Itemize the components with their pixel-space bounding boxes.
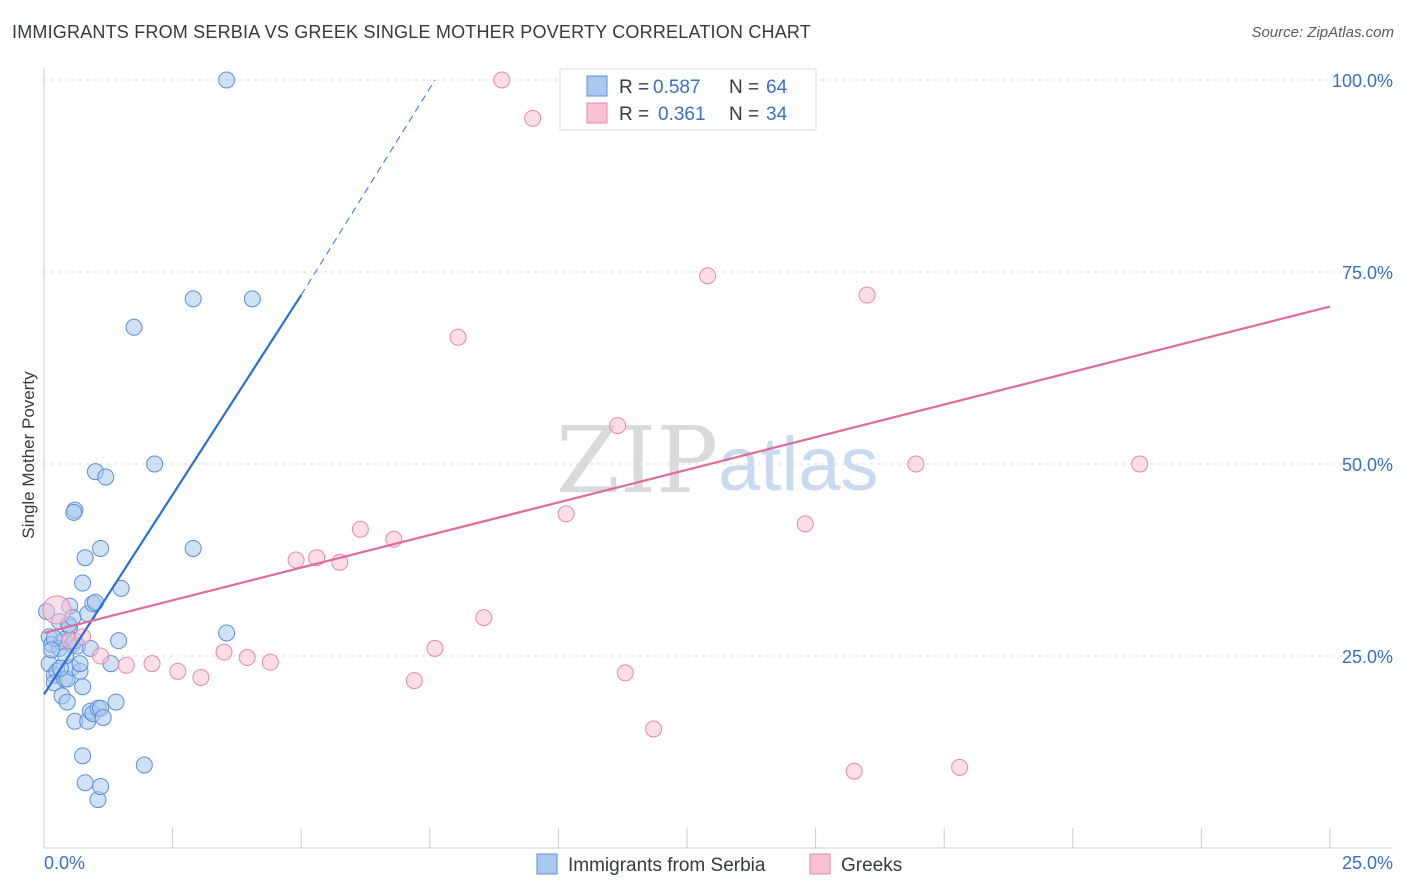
legend-n-label-serbia: N =: [729, 77, 759, 98]
y-tick-label: 50.0%: [1342, 455, 1393, 475]
greek-point: [351, 520, 369, 538]
greek-point: [858, 286, 876, 304]
serbia-point: [146, 455, 164, 473]
serbia-point: [107, 693, 125, 711]
greek-point: [143, 655, 161, 673]
greek-points: [42, 69, 1149, 780]
legend-r-value-serbia: 0.587: [653, 77, 701, 98]
serbia-point: [125, 318, 143, 336]
serbia-point: [58, 693, 76, 711]
series-legend: Immigrants from Serbia Greeks: [536, 853, 902, 876]
greek-point: [287, 551, 305, 569]
chart-title: IMMIGRANTS FROM SERBIA VS GREEK SINGLE M…: [12, 22, 811, 42]
y-axis-label: Single Mother Poverty: [19, 371, 38, 539]
series-legend-swatch-serbia: [536, 853, 558, 875]
greek-point: [42, 595, 72, 625]
series-legend-label-greek: Greeks: [841, 855, 902, 876]
source-credit: Source: ZipAtlas.com: [1251, 24, 1394, 41]
series-legend-label-serbia: Immigrants from Serbia: [568, 855, 766, 876]
y-tick-label: 75.0%: [1342, 263, 1393, 283]
greek-point: [449, 328, 467, 346]
greek-point: [92, 647, 110, 665]
greek-trend-line: [43, 305, 1331, 635]
greek-point: [215, 643, 233, 661]
legend-swatch-serbia: [586, 75, 608, 97]
serbia-trend-extension: [300, 79, 436, 296]
serbia-point: [184, 539, 202, 557]
greek-point: [557, 505, 575, 523]
greek-point: [907, 455, 925, 473]
greek-point: [238, 649, 256, 667]
serbia-point: [65, 503, 83, 521]
greek-point: [951, 758, 969, 776]
serbia-trend-line: [43, 294, 303, 695]
serbia-point: [97, 468, 115, 486]
greek-point: [609, 417, 627, 435]
legend-r-label-greek: R =: [619, 104, 649, 125]
serbia-point: [76, 549, 94, 567]
serbia-point: [94, 708, 112, 726]
serbia-points: [38, 71, 261, 809]
x-tick-max: 25.0%: [1342, 853, 1393, 873]
serbia-point: [92, 539, 110, 557]
y-tick-label: 25.0%: [1342, 647, 1393, 667]
serbia-point: [218, 71, 236, 89]
watermark-atlas: atlas: [718, 422, 879, 507]
greek-point: [169, 662, 187, 680]
greek-point: [1131, 455, 1149, 473]
greek-point: [845, 762, 863, 780]
greek-point: [261, 653, 279, 671]
greek-point: [524, 109, 542, 127]
serbia-point: [76, 774, 94, 792]
legend-r-value-greek: 0.361: [658, 104, 706, 125]
stats-legend: R = 0.587 N = 64 R = 0.361 N = 34: [559, 68, 817, 131]
serbia-point: [74, 678, 92, 696]
greek-point: [493, 71, 511, 89]
serbia-point: [74, 747, 92, 765]
serbia-point: [110, 632, 128, 650]
greek-point: [699, 267, 717, 285]
greek-point: [796, 515, 814, 533]
y-tick-labels: 100.0% 75.0% 50.0% 25.0%: [1332, 71, 1393, 667]
trend-lines: [43, 79, 1331, 695]
legend-n-value-serbia: 64: [766, 77, 788, 98]
serbia-point: [74, 574, 92, 592]
legend-swatch-greek: [586, 102, 608, 124]
x-tick-min: 0.0%: [44, 853, 85, 873]
greek-point: [645, 720, 663, 738]
serbia-point: [218, 624, 236, 642]
serbia-point: [43, 641, 61, 659]
greek-point: [405, 672, 423, 690]
greek-point: [192, 669, 210, 687]
serbia-point: [71, 655, 89, 673]
serbia-point: [92, 778, 110, 796]
greek-point: [616, 664, 634, 682]
serbia-point: [184, 290, 202, 308]
greek-point: [426, 639, 444, 657]
axes: [43, 68, 1393, 849]
legend-n-label-greek: N =: [729, 104, 759, 125]
grid-lines: [44, 79, 1393, 657]
serbia-point: [243, 290, 261, 308]
legend-r-label-serbia: R =: [619, 77, 649, 98]
legend-n-value-greek: 34: [766, 104, 788, 125]
y-tick-label: 100.0%: [1332, 71, 1393, 91]
series-legend-swatch-greek: [809, 853, 831, 875]
greek-point: [117, 656, 135, 674]
greek-point: [475, 609, 493, 627]
serbia-point: [135, 756, 153, 774]
